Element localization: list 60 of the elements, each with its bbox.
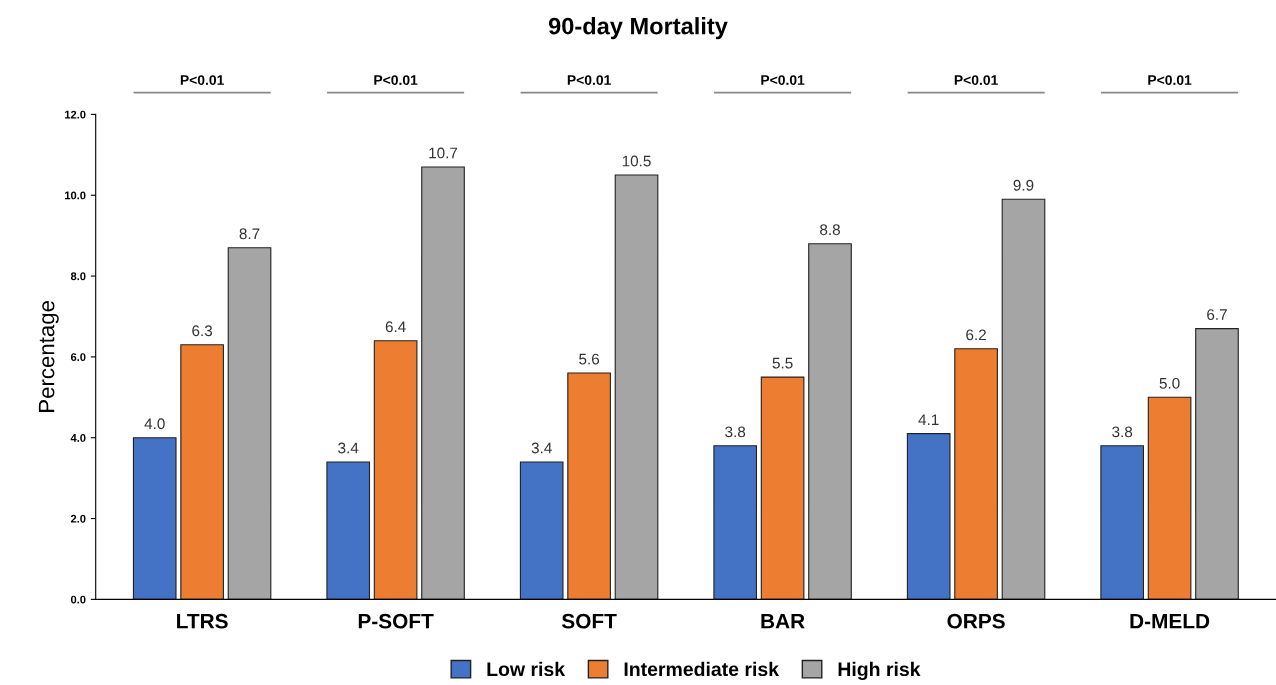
data-label: 10.5 — [622, 155, 651, 167]
bar — [614, 174, 659, 600]
x-tick-label: ORPS — [947, 613, 1005, 629]
data-label: 6.3 — [192, 325, 213, 337]
data-label: 6.2 — [966, 329, 986, 341]
bar — [1147, 396, 1192, 600]
data-label: 3.4 — [338, 442, 359, 454]
legend-label: Low risk — [487, 661, 566, 677]
data-label: 3.4 — [531, 442, 552, 454]
text: P<0.01 — [761, 75, 805, 85]
data-label: 5.5 — [772, 357, 793, 369]
y-tick-label: 8.0 — [70, 272, 86, 281]
data-label: 9.9 — [1013, 179, 1034, 191]
bar — [760, 376, 805, 600]
bar — [519, 461, 564, 600]
data-label: 4.0 — [144, 418, 165, 430]
data-label: 5.6 — [579, 353, 600, 365]
y-tick-label: 4.0 — [70, 433, 86, 442]
data-label: 5.0 — [1159, 377, 1180, 389]
y-axis-title: Percentage — [38, 301, 59, 412]
data-label: 3.8 — [1112, 426, 1133, 438]
bar — [954, 348, 998, 600]
bar — [567, 372, 611, 600]
data-label: 8.7 — [239, 228, 260, 240]
bar — [713, 445, 758, 600]
legend-label: High risk — [838, 661, 921, 680]
x-tick-label: D-MELD — [1130, 614, 1210, 629]
bar — [421, 166, 465, 600]
chart-title: 90-day Mortality — [548, 17, 728, 40]
y-tick-label: 6.0 — [70, 353, 86, 362]
y-tick-label: 2.0 — [70, 514, 86, 523]
bar — [1195, 328, 1239, 600]
y-tick-label: 0.0 — [70, 595, 86, 604]
data-label: 4.1 — [918, 414, 939, 425]
legend-label: Intermediate risk — [624, 661, 780, 677]
data-label: 6.7 — [1207, 309, 1227, 321]
data-label: 8.8 — [820, 224, 840, 236]
x-tick-label: LTRS — [177, 613, 228, 629]
x-tick-label: SOFT — [561, 613, 617, 629]
bar — [906, 433, 951, 600]
text: P<0.01 — [374, 75, 418, 85]
bar — [1100, 445, 1145, 600]
data-label: 3.8 — [725, 426, 746, 438]
bar — [1001, 198, 1046, 600]
data-label: 10.7 — [429, 147, 458, 159]
text: P<0.01 — [180, 75, 224, 85]
x-tick-label: BAR — [761, 614, 805, 629]
bar — [180, 344, 224, 600]
text: P<0.01 — [1148, 75, 1192, 85]
y-tick-label: 10.0 — [65, 191, 86, 200]
data-label: 6.4 — [385, 321, 406, 333]
text: P<0.01 — [954, 75, 998, 85]
bar — [227, 247, 272, 600]
x-tick-label: P-SOFT — [358, 613, 434, 629]
bar — [808, 243, 852, 600]
text: P<0.01 — [567, 75, 611, 85]
bar — [373, 340, 418, 600]
bar — [132, 437, 177, 600]
y-tick-label: 12.0 — [65, 110, 86, 119]
bar — [326, 461, 371, 600]
